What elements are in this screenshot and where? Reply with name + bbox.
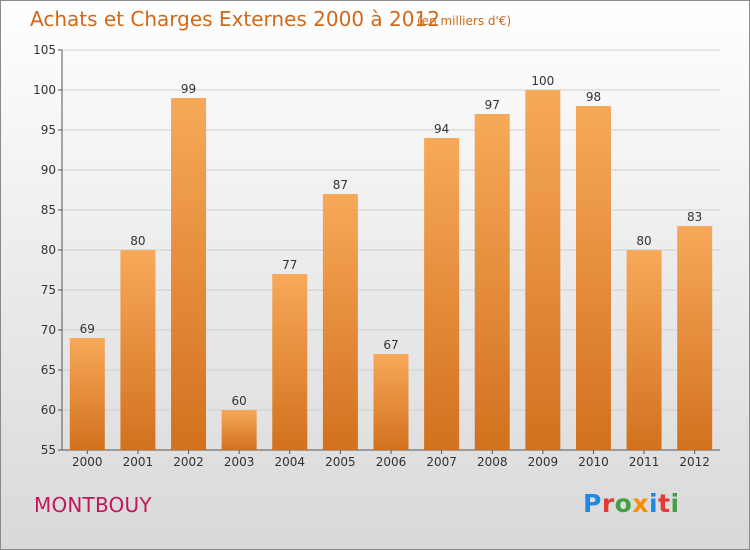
x-tick-label: 2009 xyxy=(528,455,559,469)
x-tick-label: 2002 xyxy=(173,455,204,469)
x-tick-label: 2001 xyxy=(123,455,154,469)
x-tick-label: 2010 xyxy=(578,455,609,469)
labels: 55 60 65 70 75 80 85 90 95 100 105 69 2000 80 2001 99 20… xyxy=(33,43,710,469)
y-tick-label: 80 xyxy=(41,243,56,257)
y-tick-label: 95 xyxy=(41,123,56,137)
bar xyxy=(474,114,510,450)
x-tick-label: 2003 xyxy=(224,455,255,469)
data-label: 80 xyxy=(130,234,145,248)
y-tick-label: 85 xyxy=(41,203,56,217)
x-tick-label: 2004 xyxy=(274,455,305,469)
x-tick-label: 2006 xyxy=(376,455,407,469)
logo-letter: i xyxy=(649,489,659,518)
y-tick-label: 65 xyxy=(41,363,56,377)
data-label: 77 xyxy=(282,258,297,272)
bar xyxy=(272,274,308,450)
y-tick-label: 55 xyxy=(41,443,56,457)
x-tick-label: 2012 xyxy=(679,455,710,469)
logo-letter: o xyxy=(614,489,633,518)
bar xyxy=(525,90,561,450)
x-tick-label: 2008 xyxy=(477,455,508,469)
bar xyxy=(626,250,662,450)
y-tick-label: 75 xyxy=(41,283,56,297)
bar xyxy=(677,226,713,450)
data-label: 94 xyxy=(434,122,449,136)
x-tick-label: 2011 xyxy=(629,455,660,469)
y-tick-label: 105 xyxy=(33,43,56,57)
x-tick-label: 2000 xyxy=(72,455,103,469)
data-label: 99 xyxy=(181,82,196,96)
logo-letter: P xyxy=(583,489,602,518)
data-label: 69 xyxy=(80,322,95,336)
bars xyxy=(69,90,713,450)
bar xyxy=(69,338,105,450)
chart-subtitle: (en milliers d'€) xyxy=(417,14,512,28)
logo-letter: r xyxy=(601,489,615,518)
data-label: 87 xyxy=(333,178,348,192)
y-tick-label: 70 xyxy=(41,323,56,337)
y-tick-label: 60 xyxy=(41,403,56,417)
proxiti-logo: Proxiti xyxy=(583,489,680,518)
bar xyxy=(221,410,257,450)
data-label: 60 xyxy=(232,394,247,408)
bar xyxy=(120,250,156,450)
place-name: MONTBOUY xyxy=(34,493,152,517)
data-label: 98 xyxy=(586,90,601,104)
bar xyxy=(373,354,409,450)
x-tick-label: 2005 xyxy=(325,455,356,469)
bar xyxy=(322,194,358,450)
bar xyxy=(575,106,611,450)
data-label: 80 xyxy=(636,234,651,248)
data-label: 100 xyxy=(531,74,554,88)
data-label: 67 xyxy=(383,338,398,352)
data-label: 83 xyxy=(687,210,702,224)
logo-letter: t xyxy=(658,489,671,518)
logo-letter: i xyxy=(670,489,680,518)
logo-letter: x xyxy=(632,489,649,518)
x-tick-label: 2007 xyxy=(426,455,457,469)
bar xyxy=(171,98,207,450)
y-tick-label: 90 xyxy=(41,163,56,177)
data-label: 97 xyxy=(485,98,500,112)
y-tick-label: 100 xyxy=(33,83,56,97)
bar xyxy=(424,138,460,450)
chart-title: Achats et Charges Externes 2000 à 2012 xyxy=(30,7,440,31)
